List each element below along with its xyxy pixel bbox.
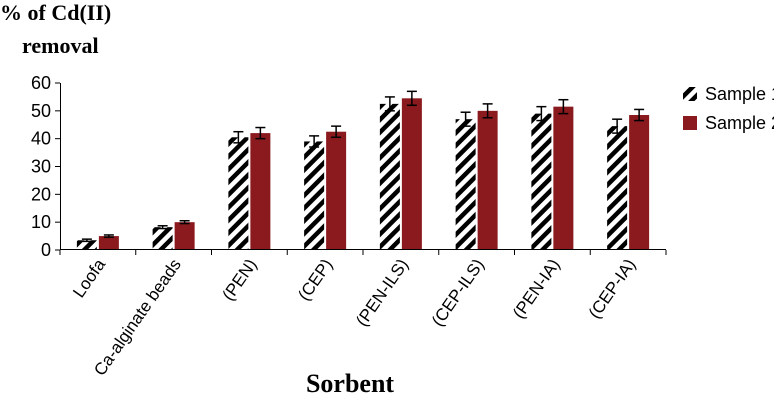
y-tick-label: 60 [31, 73, 51, 93]
category-label: Loofa [69, 255, 109, 301]
y-tick-label: 20 [31, 184, 51, 204]
bar-sample-1 [455, 119, 476, 250]
bar-sample-2 [477, 110, 498, 250]
bar-sample-1 [228, 137, 249, 250]
category-label: (PEN-IA) [509, 255, 564, 322]
y-axis-title-line1: % of Cd(II) [0, 0, 111, 25]
y-tick-label: 50 [31, 101, 51, 121]
bar-sample-2 [401, 98, 422, 250]
bar-sample-1 [531, 113, 552, 250]
y-axis-title-line2: removal [22, 33, 99, 58]
category-label: (PEN) [219, 255, 261, 304]
bar-sample-1 [379, 103, 400, 250]
bar-sample-1 [304, 141, 325, 250]
y-tick-label: 40 [31, 129, 51, 149]
y-tick-label: 30 [31, 157, 51, 177]
legend-swatch-sample-2 [683, 116, 697, 130]
category-label: (CEP-ILS) [428, 255, 488, 329]
category-label: (PEN-ILS) [352, 255, 412, 329]
category-label: (CEP-IA) [585, 255, 640, 322]
category-label: (CEP) [294, 255, 336, 304]
bar-sample-1 [76, 240, 97, 250]
bar-sample-2 [250, 133, 271, 250]
bar-sample-2 [174, 222, 195, 250]
bar-sample-2 [326, 131, 347, 250]
y-tick-label: 0 [41, 240, 51, 260]
bar-sample-1 [607, 126, 628, 250]
legend-label-sample-2: Sample 2 [705, 113, 774, 133]
legend: Sample 1 Sample 2 [683, 84, 774, 133]
bar-sample-2 [553, 106, 574, 251]
bar-sample-2 [629, 115, 650, 250]
bar-sample-1 [152, 227, 173, 250]
y-tick-label: 10 [31, 212, 51, 232]
x-axis-title: Sorbent [306, 369, 394, 398]
legend-label-sample-1: Sample 1 [705, 84, 774, 104]
category-label: Ca-alginate beads [90, 255, 185, 379]
legend-swatch-sample-1 [683, 87, 697, 101]
bar-sample-2 [98, 236, 119, 250]
